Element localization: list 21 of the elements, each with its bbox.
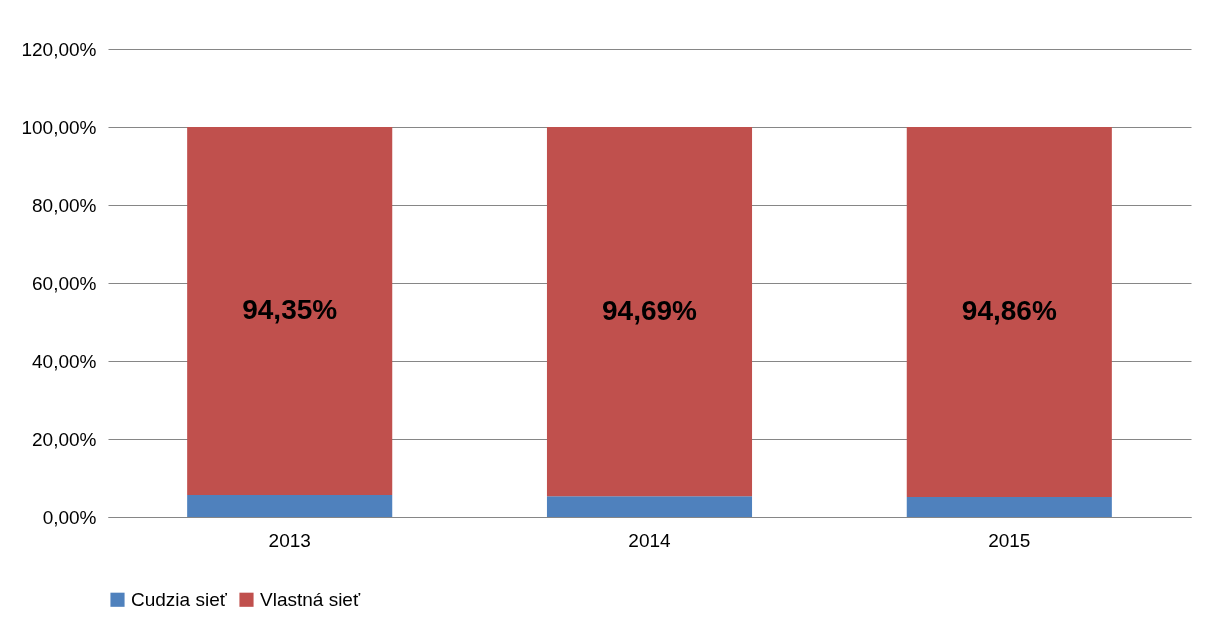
bar [906, 127, 1112, 497]
bar [906, 496, 1112, 517]
x-tick-label: 2014 [628, 529, 672, 551]
y-tick-label: 120,00% [21, 38, 97, 60]
y-tick-label: 40,00% [32, 350, 97, 372]
x-tick-label: 2015 [988, 529, 1031, 551]
data-label: 94,69% [602, 294, 698, 326]
data-label: 94,35% [242, 293, 338, 325]
x-tick-label: 2013 [268, 529, 311, 551]
bar [546, 496, 753, 517]
y-tick-label: 0,00% [42, 506, 97, 528]
bar [546, 127, 753, 497]
y-tick-label: 60,00% [32, 272, 97, 294]
bar [187, 127, 393, 495]
bar [187, 494, 393, 517]
y-tick-label: 20,00% [32, 428, 97, 450]
legend-label: Vlastná sieť [260, 588, 361, 610]
data-label: 94,86% [961, 294, 1057, 326]
legend-label: Cudzia sieť [131, 588, 228, 610]
y-tick-label: 80,00% [32, 194, 97, 216]
y-tick-label: 100,00% [21, 116, 97, 138]
